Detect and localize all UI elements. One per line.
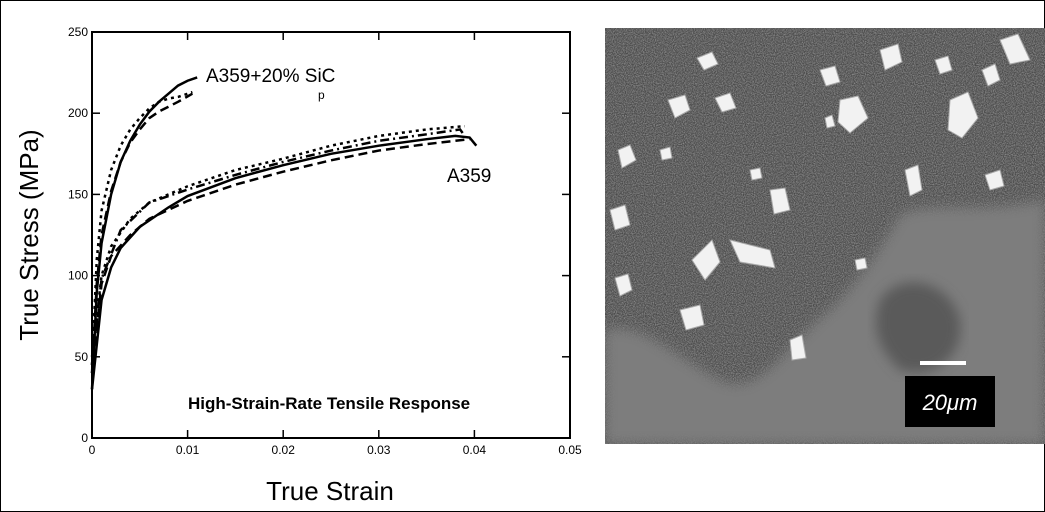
scale-bar [920,361,966,365]
chart-title: High-Strain-Rate Tensile Response [188,394,470,413]
y-tick-label: 50 [75,350,89,364]
y-tick-label: 0 [81,431,88,445]
micrograph: 20μm [605,28,1045,444]
particles [609,33,1031,361]
x-tick-label: 0.01 [176,443,200,457]
line-series [90,124,465,357]
plot-frame [91,31,571,439]
x-axis-label: True Strain [266,476,394,506]
x-tick-label: 0 [89,443,96,457]
x-tick-label: 0.02 [272,443,296,457]
shadow-region [876,282,961,373]
annotation: A359 [447,166,491,187]
line-series [90,128,466,366]
annotation: A359+20% SiC [206,66,335,87]
y-axis-label: True Stress (MPa) [14,129,44,340]
line-series [90,92,193,374]
scale-label: 20μm [922,390,978,415]
y-tick-label: 100 [68,269,88,283]
x-tick-label: 0.05 [558,443,582,457]
y-tick-label: 150 [68,187,88,201]
chart: True Strain True Stress (MPa) High-Strai… [14,25,582,506]
x-tick-label: 0.04 [463,443,487,457]
y-tick-label: 200 [68,106,88,120]
y-tick-label: 250 [68,25,88,39]
line-series [90,137,470,374]
x-tick-label: 0.03 [367,443,391,457]
scale-label-box [905,376,995,427]
annotation-subscript: p [318,88,325,102]
line-series [90,134,478,390]
